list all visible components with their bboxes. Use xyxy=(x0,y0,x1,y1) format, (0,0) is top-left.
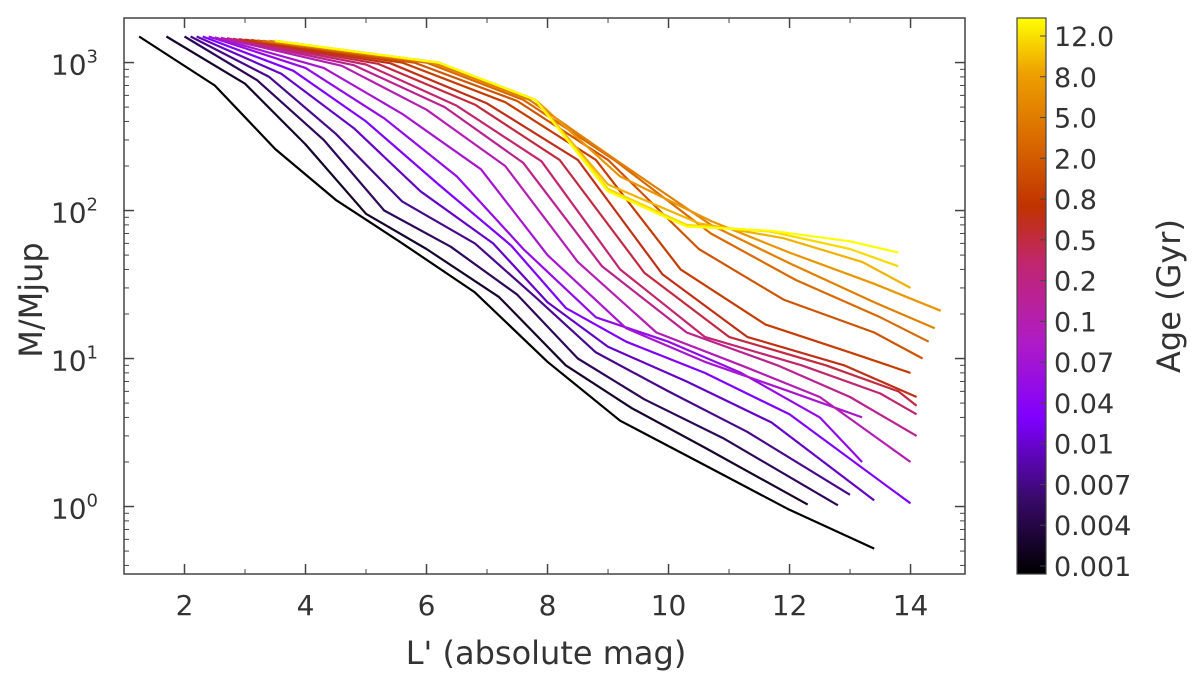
isochrone-line-age-0.007 xyxy=(202,35,912,505)
x-tick-label: 12 xyxy=(772,589,808,622)
colorbar-tick-label: 0.07 xyxy=(1054,348,1114,379)
colorbar-tick-label: 0.004 xyxy=(1054,511,1131,542)
y-tick-label: 103 xyxy=(51,47,98,82)
colorbar-tick-label: 0.8 xyxy=(1054,185,1097,216)
series-layer xyxy=(138,35,942,550)
isochrone-line-age-12.0 xyxy=(275,39,899,254)
plot-frame xyxy=(123,17,966,575)
colorbar-tick-label: 0.1 xyxy=(1054,307,1097,338)
isochrone-line-age-5.0 xyxy=(275,39,912,289)
x-tick-label: 8 xyxy=(539,589,557,622)
isochrone-line-age-0.2 xyxy=(250,38,911,374)
colorbar-tick-label: 8.0 xyxy=(1054,63,1097,94)
colorbar-tick-label: 5.0 xyxy=(1054,104,1097,135)
colorbar-tick-label: 0.001 xyxy=(1054,552,1131,583)
colorbar-tick-label: 0.5 xyxy=(1054,226,1097,257)
colorbar-label: Age (Gyr) xyxy=(1150,219,1188,373)
y-axis-label: M/Mjup xyxy=(12,242,50,357)
isochrone-line-age-0.1 xyxy=(244,38,918,399)
y-tick-label: 100 xyxy=(51,491,98,526)
isochrone-line-age-0.002 xyxy=(165,35,809,506)
y-tick-label: 102 xyxy=(51,195,98,230)
y-tick-label: 101 xyxy=(51,343,98,378)
colorbar xyxy=(1016,17,1047,575)
isochrone-line-age-0.004 xyxy=(190,35,851,496)
x-tick-label: 10 xyxy=(651,589,687,622)
x-tick-label: 4 xyxy=(297,589,315,622)
axis-ticks: 2 4 6 8 10 12 14 100 101 102 103 xyxy=(51,17,965,622)
isochrone-line-age-0.8 xyxy=(269,39,936,330)
isochrone-line-age-0.03 xyxy=(220,36,912,463)
isochrone-line-age-0.003 xyxy=(183,35,839,507)
isochrone-line-age-0.07 xyxy=(238,38,918,407)
colorbar-tick-label: 0.04 xyxy=(1054,389,1114,420)
isochrone-line-age-0.005 xyxy=(196,35,875,502)
x-axis-label: L' (absolute mag) xyxy=(406,634,687,672)
isochrone-line-age-0.02 xyxy=(214,36,863,419)
isochrone-line-age-0.05 xyxy=(232,37,918,416)
x-tick-label: 2 xyxy=(176,589,194,622)
colorbar-tick-label: 0.01 xyxy=(1054,430,1114,461)
x-tick-label: 14 xyxy=(893,589,929,622)
colorbar-ticks: 12.0 8.0 5.0 2.0 0.8 0.5 0.2 0.1 0.07 0.04 0.01 0.0… xyxy=(1040,22,1131,583)
colorbar-tick-label: 0.007 xyxy=(1054,470,1131,501)
colorbar-tick-label: 12.0 xyxy=(1054,22,1114,53)
isochrone-line-age-0.001 xyxy=(138,35,875,550)
x-tick-label: 6 xyxy=(418,589,436,622)
isochrone-line-age-0.01 xyxy=(208,35,863,463)
colorbar-tick-label: 2.0 xyxy=(1054,144,1097,175)
isochrone-line-age-0.04 xyxy=(226,37,918,437)
colorbar-tick-label: 0.2 xyxy=(1054,267,1097,298)
isochrone-line-age-0.5 xyxy=(263,39,930,343)
